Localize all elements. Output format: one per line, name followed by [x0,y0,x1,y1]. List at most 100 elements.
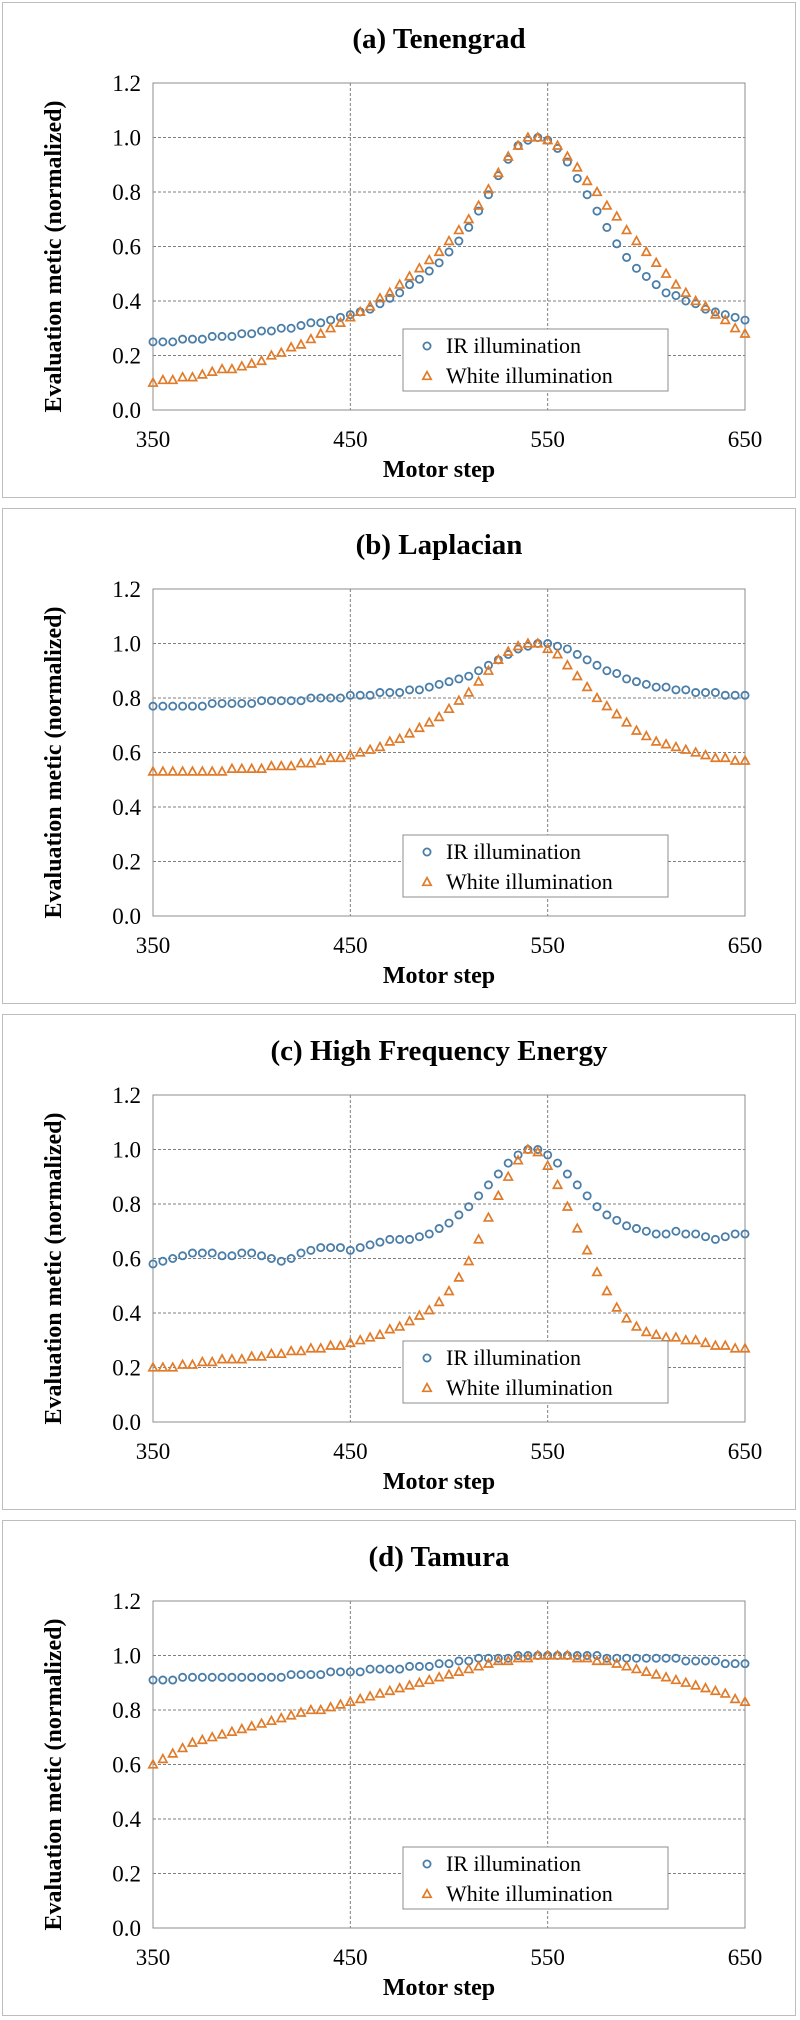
data-point [582,1650,592,1660]
data-point [691,1229,701,1239]
data-point [148,337,158,347]
data-point [286,323,296,333]
data-point [158,1256,168,1266]
data-point [335,693,345,703]
data-point [374,292,386,303]
data-point [186,765,199,776]
data-point [147,1758,159,1769]
data-point [591,185,603,197]
data-point [670,1331,682,1342]
series-white [147,131,751,387]
data-point [197,1672,207,1682]
chart-title: (d) Tamura [368,1541,510,1573]
data-point [374,1328,386,1339]
data-point [719,1687,731,1698]
data-point [463,213,475,224]
data-point [316,1243,326,1253]
data-point [739,1342,751,1353]
y-tick-label: 0.4 [112,289,141,314]
data-point [207,1248,217,1258]
data-point [364,300,376,311]
data-point [561,1200,574,1211]
data-point [424,1661,434,1671]
data-point [622,674,632,684]
data-point [701,688,711,698]
x-axis-label: Motor step [383,1975,495,2001]
data-point [463,686,475,697]
x-tick-label: 450 [333,933,368,958]
data-point [622,252,632,262]
data-point [384,1323,396,1334]
data-point [651,682,661,692]
data-point [306,318,316,328]
y-tick-label: 1.0 [112,632,141,657]
legend-marker-ir [422,1859,432,1869]
data-point [206,1355,218,1367]
data-point [247,1248,257,1258]
data-point [640,1325,652,1337]
data-point [315,327,327,338]
data-point [286,1670,296,1680]
data-point [384,286,396,297]
data-point [413,262,426,273]
data-point [374,740,386,752]
legend: IR illumination White illumination [402,328,669,392]
data-point [365,690,375,700]
data-point [729,1342,741,1353]
data-point [276,696,286,706]
data-point [227,331,237,341]
data-point [405,685,415,695]
data-point [602,1653,612,1663]
data-point [670,740,682,752]
data-point [216,1353,228,1364]
data-point [730,1229,740,1239]
data-point [561,1649,574,1660]
data-point [630,1320,643,1331]
data-point [207,1672,217,1682]
data-point [433,1295,445,1307]
data-point [443,702,455,714]
data-point [680,743,692,754]
data-point [176,1358,189,1369]
data-point [622,1221,632,1231]
series-white [147,637,751,776]
data-point [148,1259,158,1269]
data-point [257,326,267,336]
data-point [453,1665,465,1676]
data-point [186,371,199,382]
data-point [433,710,445,722]
data-point [355,1243,365,1253]
data-point [464,222,474,232]
data-point [355,690,365,700]
data-point [453,694,465,705]
data-point [176,765,189,776]
plot-area [152,1094,746,1423]
data-point [434,1224,444,1234]
data-point [699,1336,712,1348]
data-point [324,751,337,763]
data-point [572,173,582,183]
data-point [316,1670,326,1680]
data-point [306,693,316,703]
series-white [147,1649,751,1769]
data-point [502,645,514,656]
legend-marker-white [421,875,433,887]
data-point [197,701,207,711]
data-point [405,280,415,290]
data-point [719,751,731,763]
data-point [690,294,702,306]
data-point [581,1244,593,1255]
data-point [631,677,641,687]
data-point [740,1229,750,1239]
plot-area [152,1600,746,1929]
data-point [631,263,641,273]
data-point [296,321,306,331]
data-point [316,693,326,703]
data-point [710,1656,720,1666]
data-point [226,762,238,773]
data-point [503,1653,513,1663]
data-point [680,1676,692,1687]
data-point [305,332,317,344]
y-tick-label: 1.2 [112,1083,141,1108]
data-point [216,362,228,374]
